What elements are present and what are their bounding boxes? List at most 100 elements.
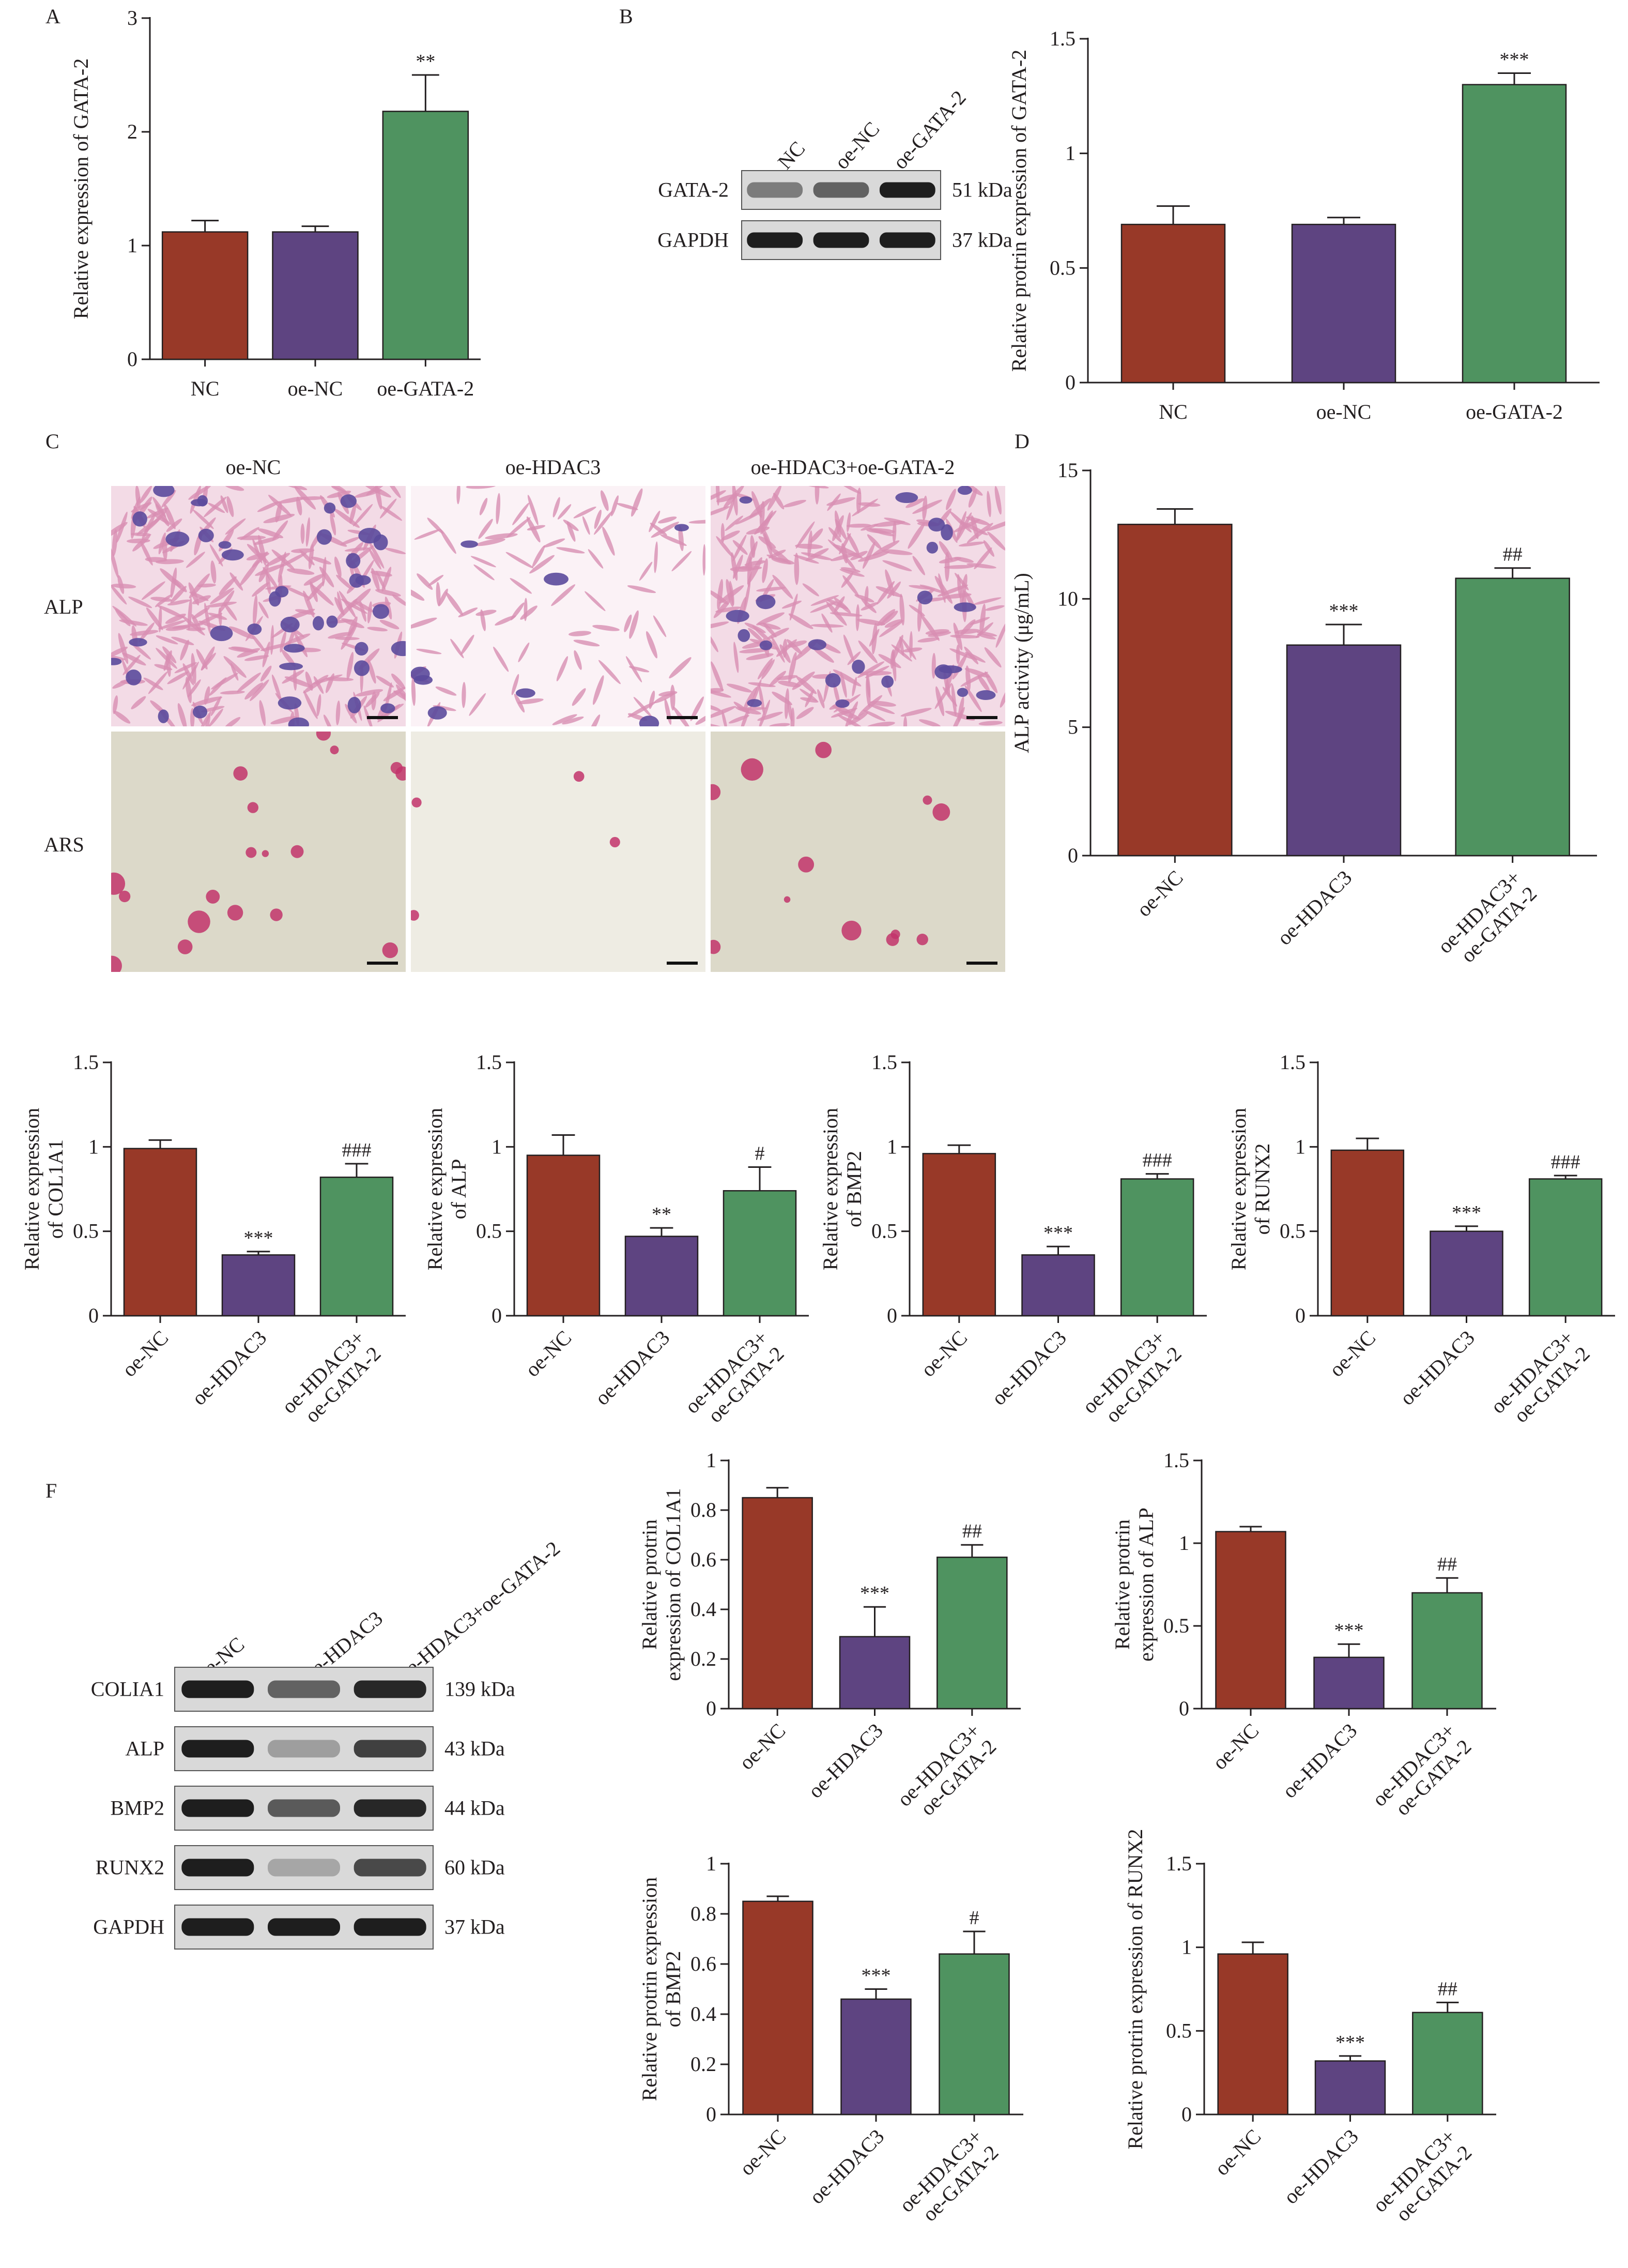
cell [725,515,744,531]
cell [852,498,878,516]
alp-positive-cell [349,573,364,588]
cell [146,607,163,630]
significance-mark: ** [652,1204,671,1225]
y-tick-label: 0 [887,1304,897,1327]
cell [462,682,466,708]
cell [950,634,980,638]
alp-positive-cell [954,602,976,612]
alp-positive-cell [895,492,918,504]
cell [156,635,178,645]
cell [866,721,895,726]
cell [122,652,146,666]
cell [573,506,596,519]
cell [270,716,298,724]
cell [252,538,263,564]
cell [156,648,178,669]
alp-stain-image [711,486,1005,726]
cell [957,512,972,541]
cell [199,711,211,726]
cell [747,556,752,587]
alp-positive-cell [111,658,122,665]
cell [594,510,613,535]
blot-f-row: ALP 43 kDa [125,1726,505,1771]
cell [450,638,464,659]
cell [335,701,341,725]
cell [877,581,895,605]
cell [139,622,155,643]
ars-stain-image [411,732,705,972]
x-tick-label: oe-NC [288,377,343,400]
cell [802,583,819,597]
alp-positive-cell [193,705,208,719]
y-axis-label: Relative expressionof BMP2 [819,1108,866,1270]
y-tick-label: 1.5 [73,1051,99,1074]
cell [855,604,860,631]
column-label: oe-HDAC3+oe-GATA-2 [750,455,955,479]
blot-b-row: GAPDH 37 kDa [657,220,1012,260]
scale-bar [667,716,698,719]
cell [754,516,772,535]
cell [882,560,912,571]
cell [128,596,152,608]
y-axis-label: Relative protrin expression of GATA-2 [1007,50,1031,372]
panel-label-d: D [1015,430,1030,453]
cell [177,703,187,726]
blot-f-row: RUNX2 60 kDa [96,1845,505,1890]
cell [858,640,878,664]
y-tick-label: 1 [706,1852,716,1875]
cell [135,486,141,509]
alp-positive-cell [852,659,865,674]
y-tick-label: 0 [1295,1304,1306,1327]
mineral-nodule [227,905,243,921]
cell [757,658,773,680]
cell [842,554,856,571]
cell [956,644,960,664]
cell [303,675,329,694]
cell [131,696,146,709]
cell [328,632,352,639]
cell [411,587,425,601]
cell [116,511,128,543]
cell [237,672,261,693]
cell [113,695,118,714]
cell [800,689,818,702]
cell [942,687,958,707]
x-tick-label: oe-HDAC3 [590,1326,674,1410]
row-label-ars: ARS [44,833,84,856]
cell [985,605,1005,611]
cell [475,538,505,546]
cell [944,565,974,569]
cell [740,709,749,726]
y-tick-label: 0.4 [690,1597,716,1621]
alp-positive-cell [354,660,370,676]
cell [964,668,990,678]
cell [795,521,815,549]
mineral-nodule [233,766,248,781]
mineral-nodule [188,910,210,933]
column-label: oe-NC [225,455,281,479]
significance-mark: # [970,1907,979,1929]
cell [827,599,849,610]
cell [723,486,744,509]
cell [960,619,976,636]
bar [742,1497,813,1710]
cell [512,503,530,525]
y-tick-label: 1 [127,234,137,257]
blot-band [747,232,803,248]
bar [1411,1592,1483,1710]
bar [1215,1531,1286,1710]
cell [749,498,772,518]
mineral-nodule [711,939,721,954]
x-tick-label-line: oe-HDAC3 [1272,866,1356,950]
significance-mark: ## [1438,1978,1457,2000]
cell [141,581,165,600]
cell [335,598,358,622]
cell [308,544,314,570]
cell [922,495,928,521]
cell [711,621,729,630]
blot-band [879,182,935,198]
mineral-nodule [916,933,928,946]
cell [257,501,280,512]
cell [197,583,216,588]
y-tick-label: 0.4 [690,2002,716,2026]
